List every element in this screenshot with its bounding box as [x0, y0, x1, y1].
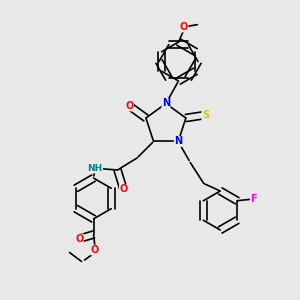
Text: O: O — [91, 245, 99, 255]
Text: N: N — [162, 98, 170, 109]
Text: NH: NH — [87, 164, 103, 173]
Text: O: O — [125, 101, 134, 111]
Text: F: F — [250, 194, 257, 204]
Text: O: O — [75, 234, 83, 244]
Text: N: N — [174, 136, 182, 146]
Text: O: O — [180, 22, 188, 32]
Text: O: O — [119, 184, 128, 194]
Text: S: S — [202, 110, 209, 120]
